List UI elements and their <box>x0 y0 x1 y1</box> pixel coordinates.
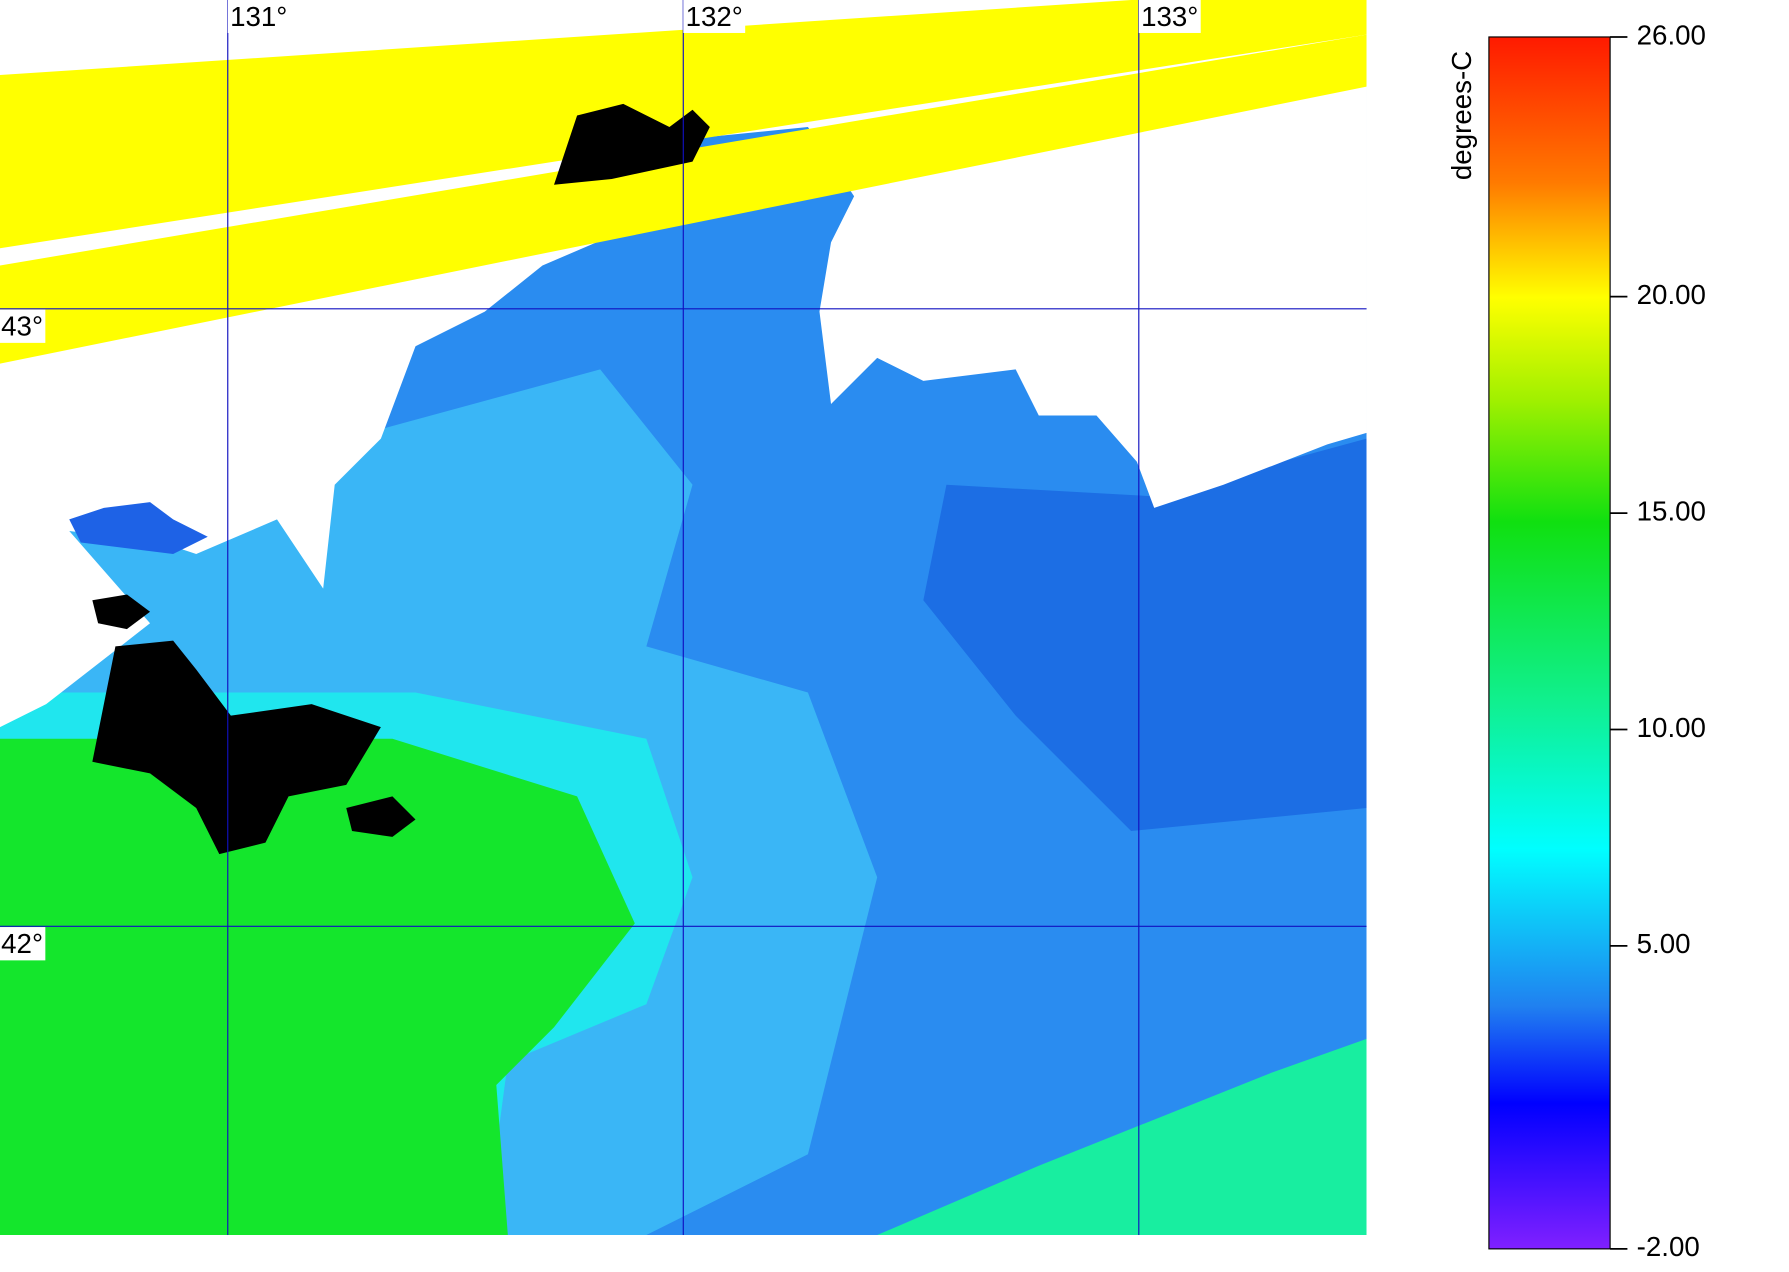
label-background <box>0 927 46 961</box>
colorbar-tick-label: 20.00 <box>1637 279 1706 310</box>
water-warm-east <box>877 1038 1367 1236</box>
lat-label: 43° <box>1 311 43 342</box>
colorbar-tick-label: 15.00 <box>1637 495 1706 526</box>
label-background <box>0 309 46 343</box>
no-data-land <box>92 594 151 630</box>
colorbar-tick-label: -2.00 <box>1637 1231 1700 1262</box>
lagoon <box>69 502 208 555</box>
colorbar-title: degrees-C <box>1446 51 1477 180</box>
lon-label: 133° <box>1141 1 1198 32</box>
lon-label: 131° <box>230 1 287 32</box>
colorbar <box>1488 36 1611 1250</box>
water-dark <box>923 438 1367 832</box>
label-background <box>683 0 746 33</box>
no-data-land <box>92 640 381 855</box>
colorbar-tick-label: 26.00 <box>1637 19 1706 50</box>
no-data-land <box>346 796 416 837</box>
colorbar-tick-label: 5.00 <box>1637 928 1691 959</box>
colorbar-tick-label: 10.00 <box>1637 712 1706 743</box>
label-background <box>1138 0 1201 33</box>
lon-label: 132° <box>686 1 743 32</box>
label-background <box>227 0 290 33</box>
water-warm <box>0 738 635 1236</box>
no-data-land <box>554 103 710 185</box>
lat-label: 42° <box>1 928 43 959</box>
